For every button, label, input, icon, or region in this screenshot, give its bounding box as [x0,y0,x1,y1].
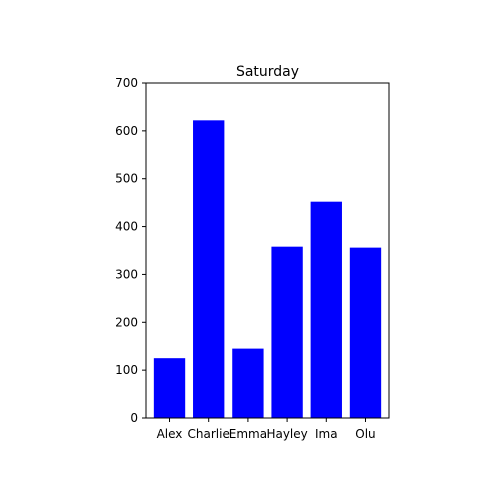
x-tick-label-charlie: Charlie [188,427,230,441]
y-tick-label: 600 [115,124,138,138]
y-tick-label: 500 [115,172,138,186]
x-tick-label-emma: Emma [229,427,267,441]
y-tick-label: 0 [130,411,138,425]
axes-frame [145,82,390,419]
bar-alex [153,358,186,418]
x-tick-label-alex: Alex [157,427,183,441]
x-tick-label-hayley: Hayley [266,427,307,441]
bar-olu [349,247,382,418]
y-tick-label: 300 [115,267,138,281]
chart-title: Saturday [236,64,299,80]
y-tick-label: 700 [115,76,138,90]
bar-charlie [193,120,225,418]
x-tick-label-ima: Ima [315,427,338,441]
y-axis: 0 100 200 300 400 500 600 700 [115,76,146,425]
bar-hayley [271,246,303,418]
y-tick-label: 200 [115,315,138,329]
bar-emma [232,348,264,418]
y-tick-label: 400 [115,220,138,234]
x-tick-label-olu: Olu [355,427,375,441]
y-tick-label: 100 [115,363,138,377]
bars-group [153,120,382,418]
bar-ima [310,201,342,418]
